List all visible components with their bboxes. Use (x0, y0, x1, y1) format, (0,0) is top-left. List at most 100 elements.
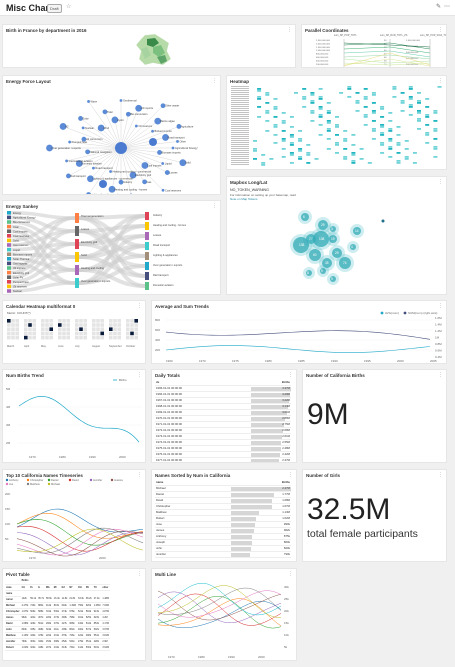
table-row[interactable]: Christopher 1.67M (155, 503, 291, 510)
pivot-column-header[interactable]: MA (44, 584, 53, 591)
pivot-column-header[interactable]: FL (29, 584, 38, 591)
top10-line-chart[interactable]: Anthony Christopher Daniel David Jennifer Jes… (3, 477, 146, 562)
more-vertical-icon[interactable]: ⋮ (287, 27, 292, 33)
table-row[interactable]: 1966-01-01 00:00:00 3.29M (155, 391, 291, 398)
force-node (130, 193, 133, 194)
table-row[interactable]: 1968-01-01 00:00:00 3.14M (155, 403, 291, 410)
calendar-day (96, 335, 100, 340)
table-row[interactable]: 1969-01-01 00:00:00 3.01M (155, 409, 291, 416)
parallel-chart[interactable]: sum_SP_POP_TOTL sum_SP_RUR_TOTL_ZS sum_SP_… (302, 33, 447, 68)
pivot-column-header[interactable]: other (101, 584, 111, 591)
pivot-column-header[interactable]: NY (68, 584, 77, 591)
table-row[interactable]: Anthony 875k (155, 533, 291, 540)
table-row[interactable]: James 962k (155, 527, 291, 534)
table-row[interactable]: 1974-01-01 00:00:00 2.55M (155, 439, 291, 446)
cell-bar (251, 386, 291, 391)
pivot-column-header[interactable]: PA (84, 584, 93, 591)
more-vertical-icon[interactable]: ⋮ (212, 203, 217, 209)
mapbox-scatter[interactable]: 6 29 3 27 138 19 138 60 35 29 74 9 8 9 4 14 (287, 201, 447, 295)
table-row[interactable]: Matthew 1.13M (155, 509, 291, 516)
table-row[interactable]: 1972-01-01 00:00:00 2.68M (155, 427, 291, 434)
force-node-label: Coal reserves (165, 188, 182, 192)
more-vertical-icon[interactable]: ⋮ (137, 303, 142, 309)
multi-line-chart[interactable]: 30k 25k 20k 15k 10k 5k 1970 1980 1990 2000 (152, 576, 297, 661)
table-row[interactable]: David 1.68M (155, 497, 291, 504)
table-cell-bar: 3.22M (251, 397, 291, 404)
calendar-day (62, 331, 66, 336)
more-vertical-icon[interactable]: ⋮ (212, 78, 217, 84)
table-row[interactable]: 1975-01-01 00:00:00 2.48M (155, 445, 291, 452)
heatmap-cell (265, 94, 270, 96)
more-vertical-icon[interactable]: ⋮ (288, 372, 293, 378)
calendar-day (75, 323, 79, 327)
more-vertical-icon[interactable]: ⋮ (438, 78, 443, 84)
calendar-day (113, 323, 117, 327)
table-row[interactable]: 1976-01-01 00:00:00 2.42M (155, 451, 291, 458)
table-row[interactable]: Jose 990k (155, 521, 291, 528)
column-header[interactable]: name (155, 479, 231, 486)
more-vertical-icon[interactable]: ⋮ (288, 571, 293, 577)
pivot-column-header[interactable]: TX (92, 584, 102, 591)
sankey-node (7, 275, 11, 279)
big-number-subtitle: total female participants (307, 528, 418, 540)
table-row[interactable]: Daniel 1.77M (155, 491, 291, 498)
table-row[interactable]: 1971-01-01 00:00:00 2.75M (155, 421, 291, 428)
heatmap-cell (302, 98, 307, 100)
chart-title: Heatmap (230, 79, 250, 84)
sankey-node-label: Oil imports (13, 266, 26, 270)
star-icon[interactable]: ☆ (66, 4, 72, 10)
table-row[interactable]: 1977-01-01 00:00:00 2.37M (155, 457, 291, 462)
table-cell: 1973-01-01 00:00:00 (155, 433, 251, 440)
map-cluster (330, 276, 336, 282)
more-vertical-icon[interactable]: ⋮ (438, 303, 443, 309)
table-row[interactable]: Robert 1.02M (155, 515, 291, 522)
map-token-link[interactable]: Note on Map Tokens (230, 197, 258, 201)
status-badge[interactable]: Draft (47, 4, 62, 13)
more-icon[interactable]: ⋯ (444, 4, 450, 10)
more-vertical-icon[interactable]: ⋮ (438, 372, 443, 378)
heatmap-cell (257, 88, 262, 90)
calendar-day (49, 331, 53, 336)
pivot-column-header[interactable]: OH (76, 584, 85, 591)
more-vertical-icon[interactable]: ⋮ (137, 472, 142, 478)
more-vertical-icon[interactable]: ⋮ (438, 27, 443, 33)
column-header[interactable]: Births (231, 479, 291, 486)
table-row[interactable]: John 820k (155, 545, 291, 552)
pivot-column-header[interactable]: CA (20, 584, 30, 591)
france-map[interactable] (133, 33, 173, 67)
column-header[interactable]: Births (251, 379, 291, 386)
names-sorted-table: name Births Michael 2.47M Daniel 1.77M David… (155, 479, 291, 558)
calendar-day (134, 327, 138, 331)
more-vertical-icon[interactable]: ⋮ (438, 472, 443, 478)
heatmap-grid[interactable] (227, 84, 447, 170)
table-row[interactable]: Michael 2.47M (155, 485, 291, 492)
table-row[interactable]: Joseph 860k (155, 539, 291, 546)
table-cell-bar: 2.61M (251, 433, 291, 440)
pivot-column-header[interactable]: NJ (60, 584, 69, 591)
calendar-day (75, 327, 79, 331)
births-line-chart[interactable]: Births 5M 4M 3M 2M 1970 1980 1990 2000 (3, 376, 146, 463)
force-graph[interactable]: Agricultural 'Energy'Biomass imports Soli… (3, 84, 221, 195)
table-row[interactable]: 1967-01-01 00:00:00 3.22M (155, 397, 291, 404)
dashboard-title[interactable]: Misc Charts (6, 3, 58, 13)
more-vertical-icon[interactable]: ⋮ (137, 372, 142, 378)
pivot-column-header[interactable]: IL (37, 584, 45, 591)
more-vertical-icon[interactable]: ⋮ (137, 571, 142, 577)
table-row[interactable]: 1970-01-01 00:00:00 2.88M (155, 415, 291, 422)
column-header[interactable]: ds (155, 379, 251, 386)
cell-bar (231, 546, 251, 551)
pivot-column-header[interactable]: MI (52, 584, 61, 591)
pencil-icon[interactable]: ✎ (436, 4, 442, 10)
more-vertical-icon[interactable]: ⋮ (438, 179, 443, 185)
heatmap-cell (314, 158, 319, 160)
table-row[interactable]: 1965-01-01 00:00:00 3.37M (155, 385, 291, 392)
avg-sum-line-chart[interactable]: AVG(num) SUM(num) (right axis) 800 600 400 20… (152, 307, 447, 364)
more-vertical-icon[interactable]: ⋮ (288, 472, 293, 478)
pivot-row-header: Michael (5, 602, 21, 609)
calendar-grid[interactable]: March April May June July August September Octo… (3, 315, 146, 364)
table-row[interactable]: 1973-01-01 00:00:00 2.61M (155, 433, 291, 440)
heatmap-row-label (231, 132, 249, 133)
table-row[interactable]: Jennifer 790k (155, 551, 291, 558)
sankey-node (7, 229, 11, 233)
